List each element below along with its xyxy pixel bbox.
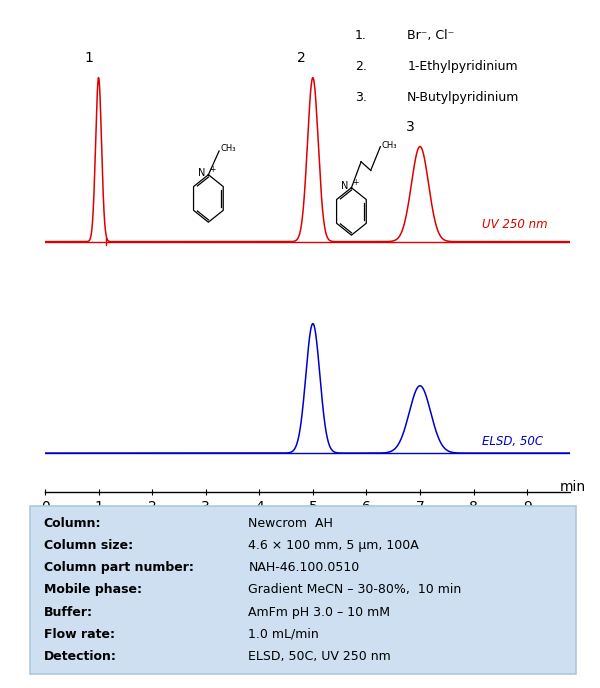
Text: CH₃: CH₃ <box>382 141 397 150</box>
Text: N-Butylpyridinium: N-Butylpyridinium <box>407 91 520 104</box>
Text: CH₃: CH₃ <box>221 144 236 153</box>
Text: Br⁻, Cl⁻: Br⁻, Cl⁻ <box>407 29 455 42</box>
Text: 3: 3 <box>406 120 415 133</box>
Text: 3.: 3. <box>355 91 367 104</box>
Text: Flow rate:: Flow rate: <box>44 627 115 641</box>
Text: Detection:: Detection: <box>44 650 116 663</box>
Text: min: min <box>559 480 586 494</box>
Text: ELSD, 50C: ELSD, 50C <box>482 435 543 448</box>
Text: N: N <box>341 180 349 191</box>
Text: 1: 1 <box>85 51 94 65</box>
Text: Newcrom  AH: Newcrom AH <box>248 517 333 530</box>
Text: +: + <box>352 178 359 187</box>
Text: Column:: Column: <box>44 517 101 530</box>
Text: +: + <box>209 165 216 174</box>
Text: Gradient MeCN – 30-80%,  10 min: Gradient MeCN – 30-80%, 10 min <box>248 583 461 596</box>
Text: Column part number:: Column part number: <box>44 561 194 574</box>
FancyBboxPatch shape <box>30 506 576 674</box>
Text: UV 250 nm: UV 250 nm <box>482 218 547 231</box>
Text: 1-Ethylpyridinium: 1-Ethylpyridinium <box>407 60 518 73</box>
Text: N: N <box>199 168 206 178</box>
Text: 4.6 × 100 mm, 5 μm, 100A: 4.6 × 100 mm, 5 μm, 100A <box>248 539 419 552</box>
Text: 2: 2 <box>296 51 305 65</box>
Text: AmFm pH 3.0 – 10 mM: AmFm pH 3.0 – 10 mM <box>248 605 391 619</box>
Text: 1.0 mL/min: 1.0 mL/min <box>248 627 319 641</box>
Text: Mobile phase:: Mobile phase: <box>44 583 142 596</box>
Text: Column size:: Column size: <box>44 539 133 552</box>
Text: 1.: 1. <box>355 29 367 42</box>
Text: NAH-46.100.0510: NAH-46.100.0510 <box>248 561 359 574</box>
Text: ELSD, 50C, UV 250 nm: ELSD, 50C, UV 250 nm <box>248 650 391 663</box>
Text: Buffer:: Buffer: <box>44 605 92 619</box>
Text: 2.: 2. <box>355 60 367 73</box>
